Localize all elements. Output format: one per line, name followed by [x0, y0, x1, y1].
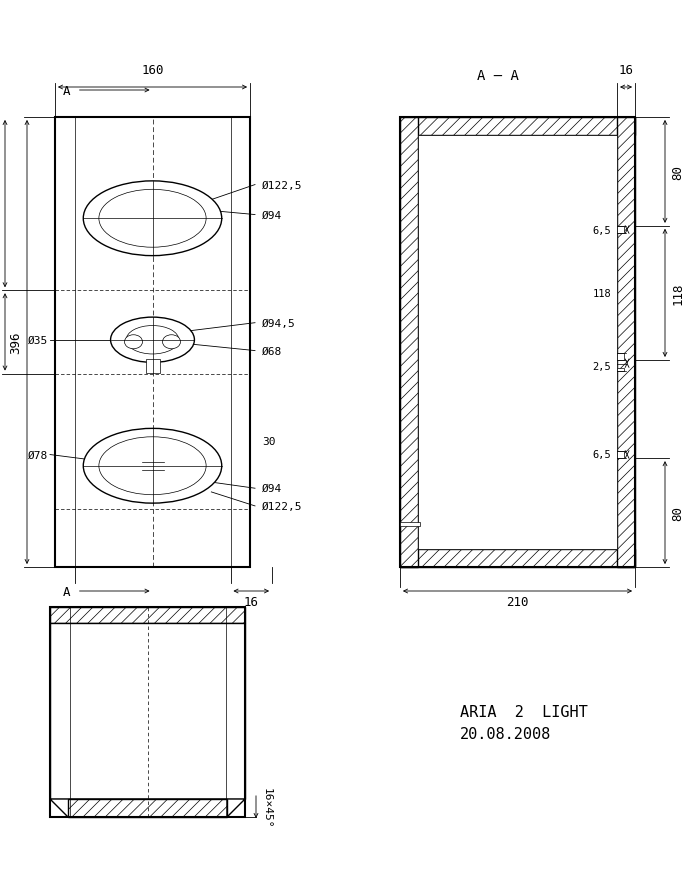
Text: 20.08.2008: 20.08.2008 — [460, 727, 552, 742]
Text: ARIA  2  LIGHT: ARIA 2 LIGHT — [460, 705, 588, 720]
Bar — [617, 226, 624, 234]
Text: Ø94,5: Ø94,5 — [262, 318, 295, 328]
Text: A – A: A – A — [477, 69, 519, 83]
Text: Ø68: Ø68 — [262, 346, 282, 356]
Ellipse shape — [125, 335, 143, 349]
Bar — [418, 136, 617, 550]
Bar — [146, 360, 160, 374]
Ellipse shape — [162, 335, 181, 349]
Bar — [400, 523, 420, 526]
Bar — [617, 369, 624, 372]
Text: 80: 80 — [671, 165, 685, 180]
Text: Ø78: Ø78 — [28, 450, 48, 460]
Bar — [400, 118, 635, 567]
Text: 210: 210 — [506, 595, 528, 608]
Bar — [68, 799, 227, 817]
Text: 118: 118 — [592, 289, 611, 298]
Text: A: A — [63, 84, 71, 97]
Ellipse shape — [111, 317, 195, 363]
Text: 396: 396 — [10, 332, 22, 353]
Text: 40: 40 — [0, 325, 1, 340]
Polygon shape — [50, 799, 245, 817]
Text: Ø94: Ø94 — [262, 210, 282, 220]
Bar — [400, 118, 418, 567]
Ellipse shape — [83, 429, 222, 503]
Text: A: A — [63, 585, 71, 598]
Text: Ø35: Ø35 — [28, 335, 48, 346]
Text: 60: 60 — [0, 197, 1, 212]
Text: Ø94: Ø94 — [262, 484, 282, 494]
Bar — [617, 353, 624, 360]
Bar — [50, 624, 245, 799]
Bar — [617, 452, 624, 459]
Bar — [50, 607, 245, 817]
Text: 2,5: 2,5 — [592, 361, 611, 371]
Ellipse shape — [83, 182, 222, 256]
Bar — [617, 118, 635, 567]
Text: 16: 16 — [619, 64, 634, 77]
Text: 80: 80 — [671, 505, 685, 521]
Text: 16×45°: 16×45° — [262, 787, 272, 827]
Text: 118: 118 — [671, 282, 685, 305]
Text: 30: 30 — [262, 437, 276, 446]
Bar — [400, 118, 635, 136]
Bar — [400, 550, 635, 567]
Bar — [55, 118, 250, 567]
Text: 6,5: 6,5 — [592, 225, 611, 235]
Bar — [50, 607, 245, 624]
Text: 16: 16 — [244, 595, 259, 608]
Text: 6,5: 6,5 — [592, 450, 611, 460]
Ellipse shape — [99, 438, 206, 496]
Text: 160: 160 — [141, 64, 164, 77]
Ellipse shape — [99, 190, 206, 248]
Ellipse shape — [126, 326, 178, 354]
Text: Ø122,5: Ø122,5 — [262, 502, 302, 511]
Text: Ø122,5: Ø122,5 — [262, 181, 302, 190]
